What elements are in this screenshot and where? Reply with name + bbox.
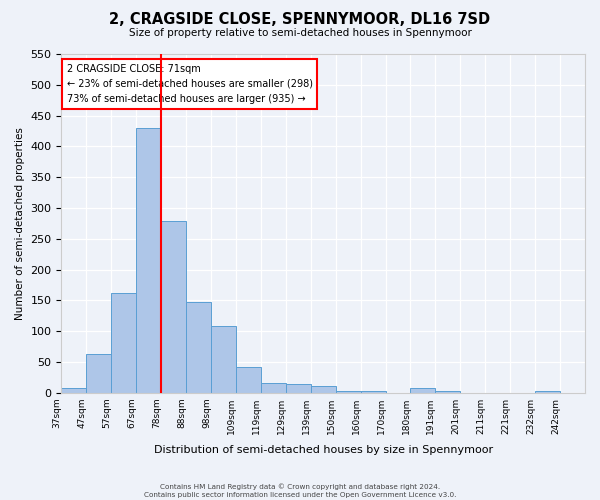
Bar — [86, 354, 111, 393]
Bar — [286, 384, 311, 392]
Bar — [261, 383, 286, 392]
Bar — [311, 386, 335, 392]
Bar — [236, 367, 261, 392]
Bar — [211, 326, 236, 392]
Text: 2 CRAGSIDE CLOSE: 71sqm
← 23% of semi-detached houses are smaller (298)
73% of s: 2 CRAGSIDE CLOSE: 71sqm ← 23% of semi-de… — [67, 64, 313, 104]
Bar — [161, 222, 186, 392]
Bar — [410, 388, 436, 392]
Bar — [136, 128, 161, 392]
Text: Contains HM Land Registry data © Crown copyright and database right 2024.
Contai: Contains HM Land Registry data © Crown c… — [144, 484, 456, 498]
Text: 2, CRAGSIDE CLOSE, SPENNYMOOR, DL16 7SD: 2, CRAGSIDE CLOSE, SPENNYMOOR, DL16 7SD — [109, 12, 491, 28]
Bar — [61, 388, 86, 392]
Bar — [111, 293, 136, 392]
Bar — [186, 302, 211, 392]
Text: Size of property relative to semi-detached houses in Spennymoor: Size of property relative to semi-detach… — [128, 28, 472, 38]
X-axis label: Distribution of semi-detached houses by size in Spennymoor: Distribution of semi-detached houses by … — [154, 445, 493, 455]
Y-axis label: Number of semi-detached properties: Number of semi-detached properties — [15, 127, 25, 320]
